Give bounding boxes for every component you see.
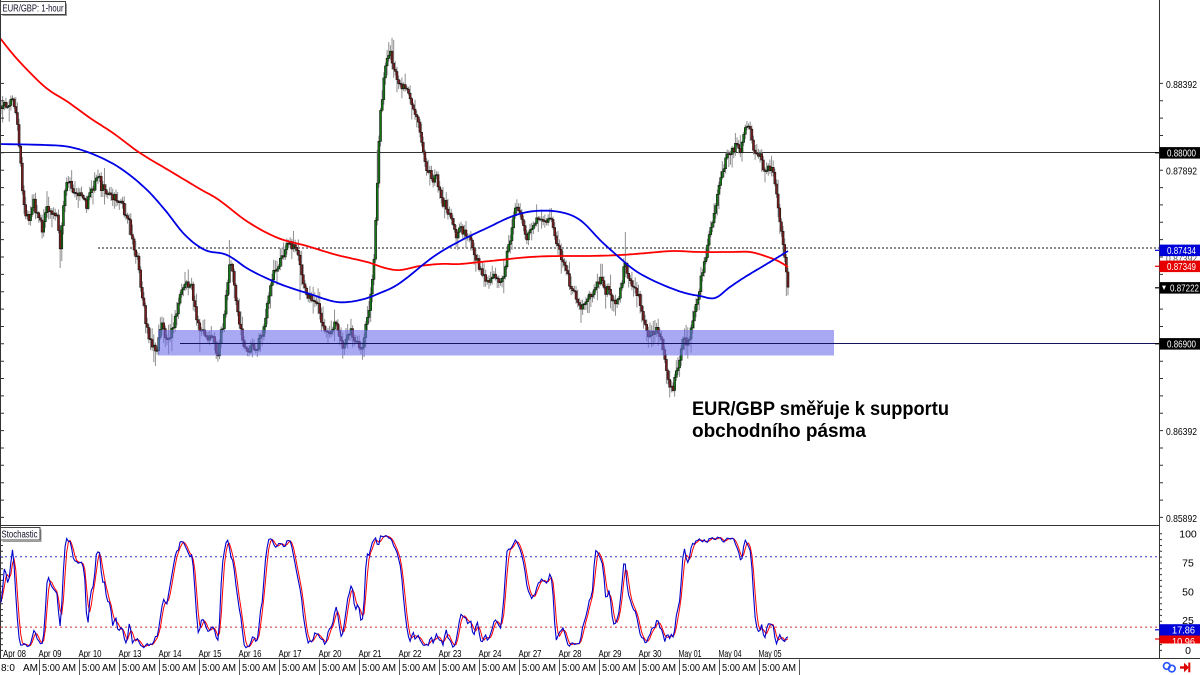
svg-text:5:00 AM: 5:00 AM [602, 663, 636, 674]
svg-text:EUR/GBP směřuje k supportu: EUR/GBP směřuje k supportu [692, 399, 949, 420]
svg-text:5:00 AM: 5:00 AM [682, 663, 716, 674]
svg-text:Apr 30: Apr 30 [639, 649, 662, 660]
svg-text:Apr 22: Apr 22 [399, 649, 422, 660]
svg-text:Apr 29: Apr 29 [599, 649, 622, 660]
svg-text:0: 0 [1185, 645, 1191, 657]
svg-text:Apr 28: Apr 28 [559, 649, 582, 660]
svg-text:Apr 24: Apr 24 [479, 649, 502, 660]
svg-text:5:00 AM: 5:00 AM [322, 663, 356, 674]
svg-text:May 05: May 05 [759, 649, 782, 660]
svg-text:May 04: May 04 [719, 649, 742, 660]
svg-text:Apr 13: Apr 13 [119, 649, 142, 660]
svg-text:5:00 AM: 5:00 AM [762, 663, 796, 674]
svg-text:Apr 17: Apr 17 [279, 649, 302, 660]
svg-text:5:00 AM: 5:00 AM [42, 663, 76, 674]
svg-text:25: 25 [1182, 615, 1194, 627]
svg-text:5:00 AM: 5:00 AM [402, 663, 436, 674]
svg-text:0.87222: 0.87222 [1170, 283, 1199, 295]
svg-text:Apr 23: Apr 23 [439, 649, 462, 660]
svg-text:0.87349: 0.87349 [1167, 261, 1196, 273]
svg-text:AM: AM [23, 663, 38, 674]
svg-text:100: 100 [1179, 528, 1197, 540]
svg-text:Apr 14: Apr 14 [159, 649, 182, 660]
svg-text:5:00 AM: 5:00 AM [202, 663, 236, 674]
svg-text:0.85892: 0.85892 [1166, 513, 1197, 525]
svg-text:5:00 AM: 5:00 AM [482, 663, 516, 674]
svg-text:5:00 AM: 5:00 AM [82, 663, 116, 674]
svg-text:75: 75 [1182, 558, 1194, 570]
svg-text:5:00 AM: 5:00 AM [122, 663, 156, 674]
svg-text:8:0: 8:0 [1, 663, 15, 674]
svg-text:Stochastic: Stochastic [2, 529, 38, 540]
svg-text:Apr 15: Apr 15 [199, 649, 222, 660]
svg-text:Apr 21: Apr 21 [359, 649, 382, 660]
svg-text:0.87892: 0.87892 [1166, 166, 1197, 178]
svg-text:Apr 08: Apr 08 [3, 649, 26, 660]
svg-text:10.96: 10.96 [1172, 636, 1195, 648]
svg-text:5:00 AM: 5:00 AM [442, 663, 476, 674]
svg-text:obchodního pásma: obchodního pásma [692, 421, 866, 442]
svg-text:Apr 27: Apr 27 [519, 649, 542, 660]
svg-text:Apr 09: Apr 09 [39, 649, 62, 660]
svg-text:5:00 AM: 5:00 AM [242, 663, 276, 674]
svg-text:5:00 AM: 5:00 AM [642, 663, 676, 674]
svg-text:Apr 20: Apr 20 [319, 649, 342, 660]
svg-text:17.86: 17.86 [1172, 624, 1195, 636]
svg-text:5:00 AM: 5:00 AM [522, 663, 556, 674]
svg-text:Apr 10: Apr 10 [79, 649, 102, 660]
svg-text:0.87434: 0.87434 [1167, 245, 1196, 257]
svg-text:0.88000: 0.88000 [1167, 148, 1196, 160]
svg-text:0.88392: 0.88392 [1166, 79, 1197, 91]
svg-text:5:00 AM: 5:00 AM [162, 663, 196, 674]
svg-text:0.86392: 0.86392 [1166, 426, 1197, 438]
svg-text:5:00 AM: 5:00 AM [282, 663, 316, 674]
svg-text:5:00 AM: 5:00 AM [722, 663, 756, 674]
svg-text:0.86900: 0.86900 [1167, 339, 1196, 351]
svg-text:May 01: May 01 [679, 649, 702, 660]
svg-text:Apr 16: Apr 16 [239, 649, 262, 660]
svg-text:EUR/GBP: 1-hour: EUR/GBP: 1-hour [3, 3, 64, 15]
svg-text:50: 50 [1182, 586, 1194, 598]
svg-text:5:00 AM: 5:00 AM [562, 663, 596, 674]
svg-text:5:00 AM: 5:00 AM [362, 663, 396, 674]
